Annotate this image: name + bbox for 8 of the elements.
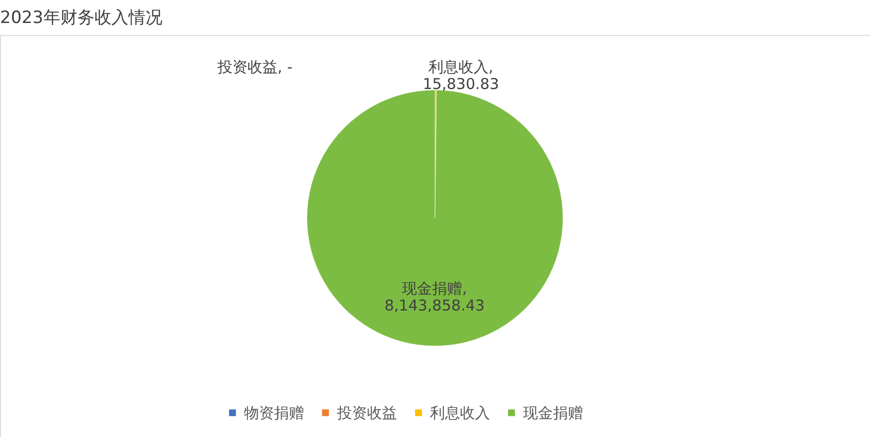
- text: 投资收益, -: [218, 58, 292, 76]
- legend-label: 物资捐赠: [244, 404, 304, 422]
- data-label: 利息收入, 15,830.83: [422, 58, 500, 93]
- text: 2023年财务收入情况: [0, 8, 162, 28]
- legend-label: 利息收入: [430, 404, 490, 422]
- legend-label: 投资收益: [336, 404, 397, 422]
- legend-label: 现金捐赠: [523, 404, 583, 422]
- data-label: 现金捐赠, 8,143,858.43: [384, 279, 485, 314]
